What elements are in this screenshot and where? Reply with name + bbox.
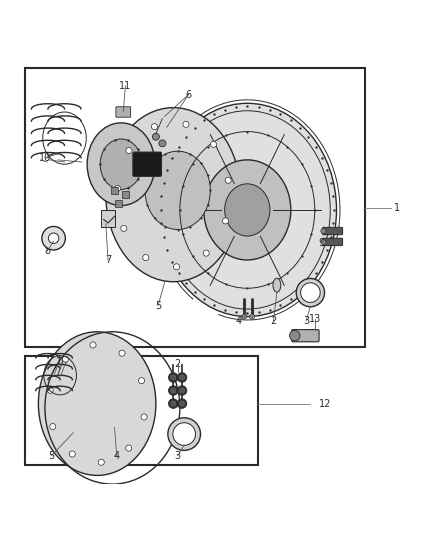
Circle shape: [159, 140, 166, 147]
Circle shape: [114, 185, 120, 191]
Circle shape: [90, 342, 96, 348]
Text: 3: 3: [175, 451, 181, 461]
Text: 11: 11: [119, 81, 131, 91]
Circle shape: [169, 399, 178, 408]
Ellipse shape: [145, 151, 210, 230]
Ellipse shape: [106, 108, 241, 282]
Circle shape: [177, 399, 187, 408]
FancyBboxPatch shape: [292, 329, 319, 342]
Circle shape: [173, 264, 180, 270]
Circle shape: [290, 330, 300, 341]
Circle shape: [171, 375, 176, 380]
Text: 2: 2: [270, 316, 276, 326]
Bar: [25, 68, 365, 347]
Circle shape: [169, 386, 178, 395]
Text: 1: 1: [394, 203, 400, 213]
Circle shape: [321, 239, 326, 245]
Circle shape: [42, 227, 65, 250]
Circle shape: [177, 386, 187, 395]
Text: 5: 5: [48, 451, 55, 461]
Circle shape: [69, 451, 75, 457]
Text: 13: 13: [309, 314, 321, 324]
Circle shape: [321, 229, 326, 233]
Circle shape: [152, 124, 158, 130]
Circle shape: [169, 373, 178, 382]
Text: 10: 10: [39, 152, 51, 163]
FancyBboxPatch shape: [116, 107, 131, 117]
Circle shape: [48, 233, 59, 244]
Text: 4: 4: [236, 316, 242, 326]
Text: 10: 10: [56, 357, 68, 367]
Circle shape: [50, 424, 56, 430]
Circle shape: [183, 122, 189, 127]
Text: 3: 3: [303, 316, 309, 326]
Circle shape: [250, 314, 254, 319]
Ellipse shape: [296, 278, 325, 307]
Circle shape: [180, 401, 185, 406]
Circle shape: [225, 177, 231, 183]
Ellipse shape: [225, 184, 270, 236]
FancyBboxPatch shape: [322, 228, 343, 235]
Text: 9: 9: [318, 238, 325, 247]
Ellipse shape: [158, 103, 336, 317]
Text: 7: 7: [105, 255, 111, 265]
Circle shape: [177, 373, 187, 382]
Circle shape: [141, 414, 147, 420]
Text: 6: 6: [185, 90, 191, 100]
Circle shape: [126, 445, 132, 451]
Circle shape: [171, 388, 176, 393]
Ellipse shape: [100, 139, 142, 189]
Bar: [116, 200, 122, 207]
Circle shape: [171, 401, 176, 406]
Bar: [25, 356, 258, 465]
Circle shape: [180, 388, 185, 393]
Text: 2: 2: [174, 359, 181, 369]
FancyBboxPatch shape: [322, 238, 343, 246]
Circle shape: [121, 225, 127, 231]
Ellipse shape: [168, 418, 201, 450]
Circle shape: [210, 141, 216, 148]
Circle shape: [203, 250, 209, 256]
Ellipse shape: [87, 123, 155, 206]
Bar: [111, 187, 118, 194]
Circle shape: [63, 356, 69, 362]
Ellipse shape: [300, 283, 320, 302]
Ellipse shape: [204, 160, 291, 260]
Bar: [122, 191, 129, 198]
FancyBboxPatch shape: [133, 152, 162, 176]
Text: 8: 8: [44, 246, 50, 256]
Circle shape: [138, 377, 145, 384]
Text: 5: 5: [155, 301, 161, 311]
Circle shape: [143, 255, 149, 261]
Bar: [102, 210, 115, 228]
Circle shape: [242, 314, 247, 319]
Ellipse shape: [39, 332, 156, 475]
Circle shape: [119, 350, 125, 356]
Ellipse shape: [173, 423, 195, 446]
Circle shape: [47, 387, 53, 393]
Text: 4: 4: [113, 451, 120, 461]
Circle shape: [98, 459, 104, 465]
Ellipse shape: [273, 278, 281, 292]
Circle shape: [223, 218, 229, 224]
Circle shape: [152, 133, 159, 140]
Circle shape: [126, 148, 132, 154]
Text: 12: 12: [319, 399, 332, 409]
Circle shape: [180, 375, 185, 380]
